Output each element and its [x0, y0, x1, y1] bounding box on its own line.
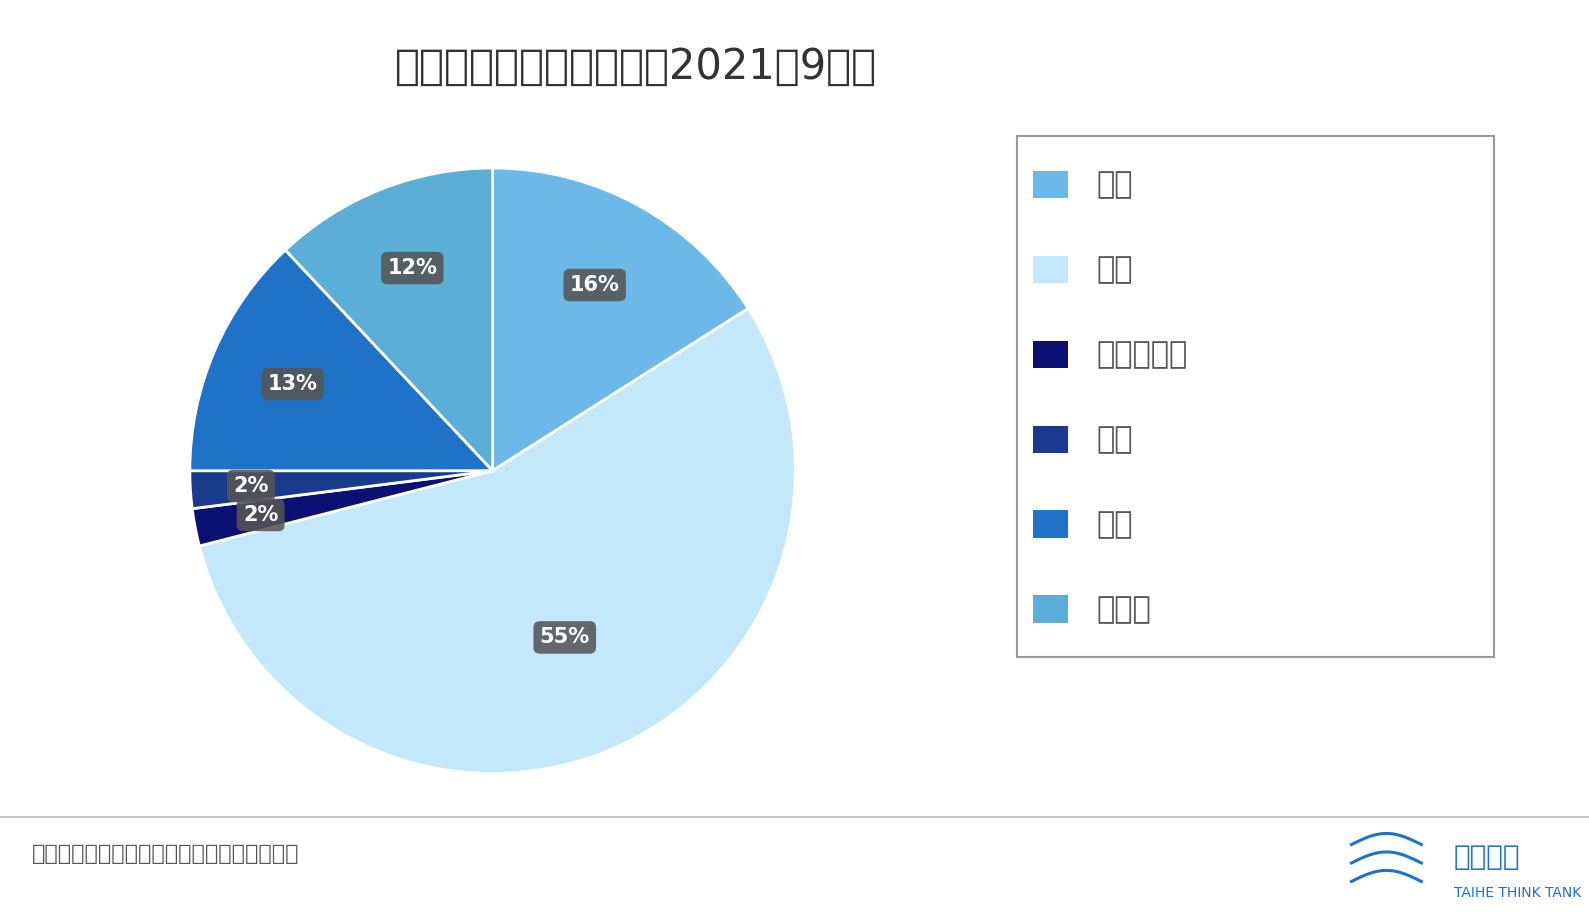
- Wedge shape: [199, 308, 796, 773]
- Text: 核电: 核电: [1096, 425, 1133, 454]
- Wedge shape: [286, 168, 493, 471]
- Text: 生物质发电: 生物质发电: [1096, 340, 1187, 369]
- Text: 2%: 2%: [243, 505, 278, 525]
- Wedge shape: [189, 250, 493, 471]
- Text: 16%: 16%: [570, 275, 620, 295]
- Text: 全国发电装机总量（截止2021年9月）: 全国发电装机总量（截止2021年9月）: [394, 46, 877, 89]
- Wedge shape: [493, 168, 748, 471]
- Text: 2%: 2%: [234, 476, 269, 496]
- Text: 55%: 55%: [540, 628, 590, 647]
- Text: 风电: 风电: [1096, 509, 1133, 539]
- Text: 火电: 火电: [1096, 255, 1133, 284]
- Text: 13%: 13%: [267, 374, 318, 394]
- Wedge shape: [189, 471, 493, 509]
- Text: 太阳能: 太阳能: [1096, 594, 1150, 624]
- Text: 钓禾智库: 钓禾智库: [1454, 843, 1521, 870]
- Text: 水电: 水电: [1096, 170, 1133, 199]
- Text: TAIHE THINK TANK: TAIHE THINK TANK: [1454, 885, 1581, 900]
- Text: 资料来源：国家统计局；钓禾产业研究院整理: 资料来源：国家统计局；钓禾产业研究院整理: [32, 844, 299, 864]
- Text: 12%: 12%: [388, 258, 437, 278]
- Wedge shape: [192, 471, 493, 546]
